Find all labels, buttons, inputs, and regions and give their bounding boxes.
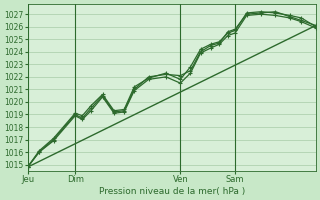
X-axis label: Pression niveau de la mer( hPa ): Pression niveau de la mer( hPa ) (99, 187, 245, 196)
